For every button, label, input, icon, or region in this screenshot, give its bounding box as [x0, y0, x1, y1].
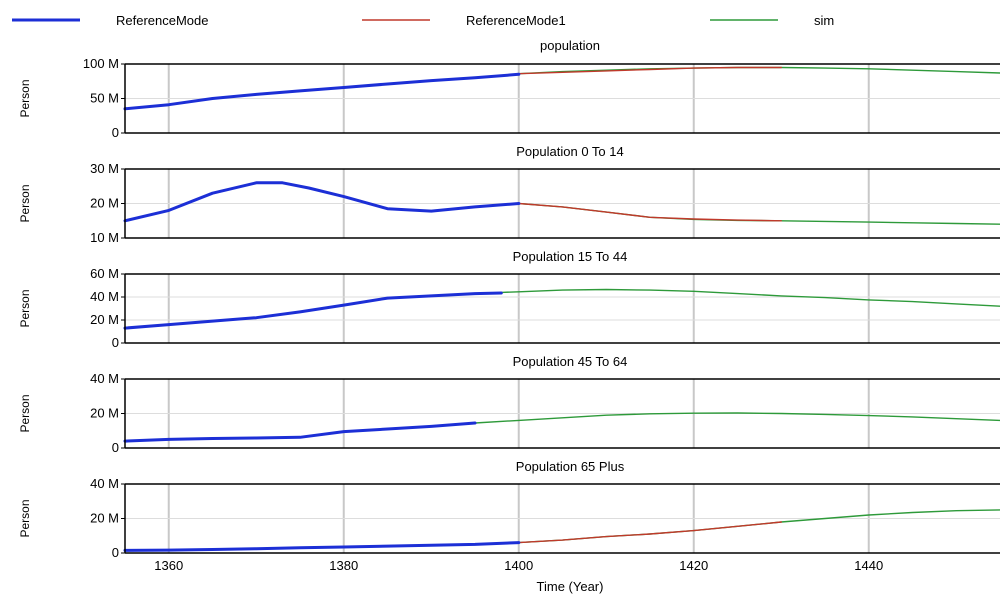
series-line-referencemode1 — [518, 66, 782, 75]
panel-title: Population 65 Plus — [516, 459, 625, 474]
series-line-referencemode — [123, 421, 477, 443]
y-axis-label: Person — [18, 499, 32, 537]
y-tick-label: 40 M — [90, 476, 119, 491]
y-tick-label: 0 — [112, 440, 119, 455]
y-tick-label: 20 M — [90, 196, 119, 211]
series-line-referencemode — [123, 72, 521, 111]
y-axis-label: Person — [18, 184, 32, 222]
x-tick-label: 1360 — [154, 558, 183, 573]
y-tick-label: 10 M — [90, 230, 119, 245]
panel-population-65-plus: 0 20 M 40 M Population 65 Plus Person — [18, 459, 1000, 560]
legend: ReferenceMode ReferenceMode1 sim — [12, 13, 834, 28]
legend-label-referencemode: ReferenceMode — [116, 13, 209, 28]
y-tick-label: 0 — [112, 125, 119, 140]
series-line-referencemode — [123, 541, 521, 552]
chart-panels: 0 50 M 100 M population Person 10 M 20 M 30 M Po… — [18, 38, 1000, 573]
panel-population-45-to-64: 0 20 M 40 M Population 45 To 64 Person — [18, 354, 1000, 455]
x-tick-label: 1400 — [504, 558, 533, 573]
series-line-referencemode — [123, 291, 503, 330]
x-tick-label: 1440 — [854, 558, 883, 573]
y-tick-label: 20 M — [90, 312, 119, 327]
y-tick-label: 20 M — [90, 511, 119, 526]
panel-title: Population 15 To 44 — [513, 249, 628, 264]
y-axis-label: Person — [18, 289, 32, 327]
series-line-referencemode1 — [518, 521, 782, 544]
y-tick-label: 0 — [112, 545, 119, 560]
panel-title: population — [540, 38, 600, 53]
series-line-sim — [518, 66, 1000, 75]
panel-title: Population 45 To 64 — [513, 354, 628, 369]
legend-label-referencemode1: ReferenceMode1 — [466, 13, 566, 28]
y-axis-label: Person — [18, 79, 32, 117]
y-tick-label: 40 M — [90, 289, 119, 304]
series-line-sim — [500, 288, 1000, 307]
panel-title: Population 0 To 14 — [516, 144, 623, 159]
x-tick-label: 1380 — [329, 558, 358, 573]
legend-label-sim: sim — [814, 13, 834, 28]
y-tick-label: 100 M — [83, 56, 119, 71]
panel-population-0-to-14: 10 M 20 M 30 M Population 0 To 14 Person — [18, 144, 1000, 245]
panel-population: 0 50 M 100 M population Person — [18, 38, 1000, 140]
x-tick-label: 1420 — [679, 558, 708, 573]
panel-population-15-to-44: 0 20 M 40 M 60 M Population 15 To 44 Person — [18, 249, 1000, 350]
y-tick-label: 0 — [112, 335, 119, 350]
x-axis-label: Time (Year) — [537, 579, 604, 594]
series-line-sim — [474, 412, 1000, 424]
series-line-referencemode — [123, 181, 521, 223]
series-line-referencemode1 — [518, 202, 782, 222]
y-tick-label: 60 M — [90, 266, 119, 281]
y-axis-label: Person — [18, 394, 32, 432]
y-tick-label: 30 M — [90, 161, 119, 176]
y-tick-label: 40 M — [90, 371, 119, 386]
y-tick-label: 50 M — [90, 91, 119, 106]
y-tick-label: 20 M — [90, 406, 119, 421]
